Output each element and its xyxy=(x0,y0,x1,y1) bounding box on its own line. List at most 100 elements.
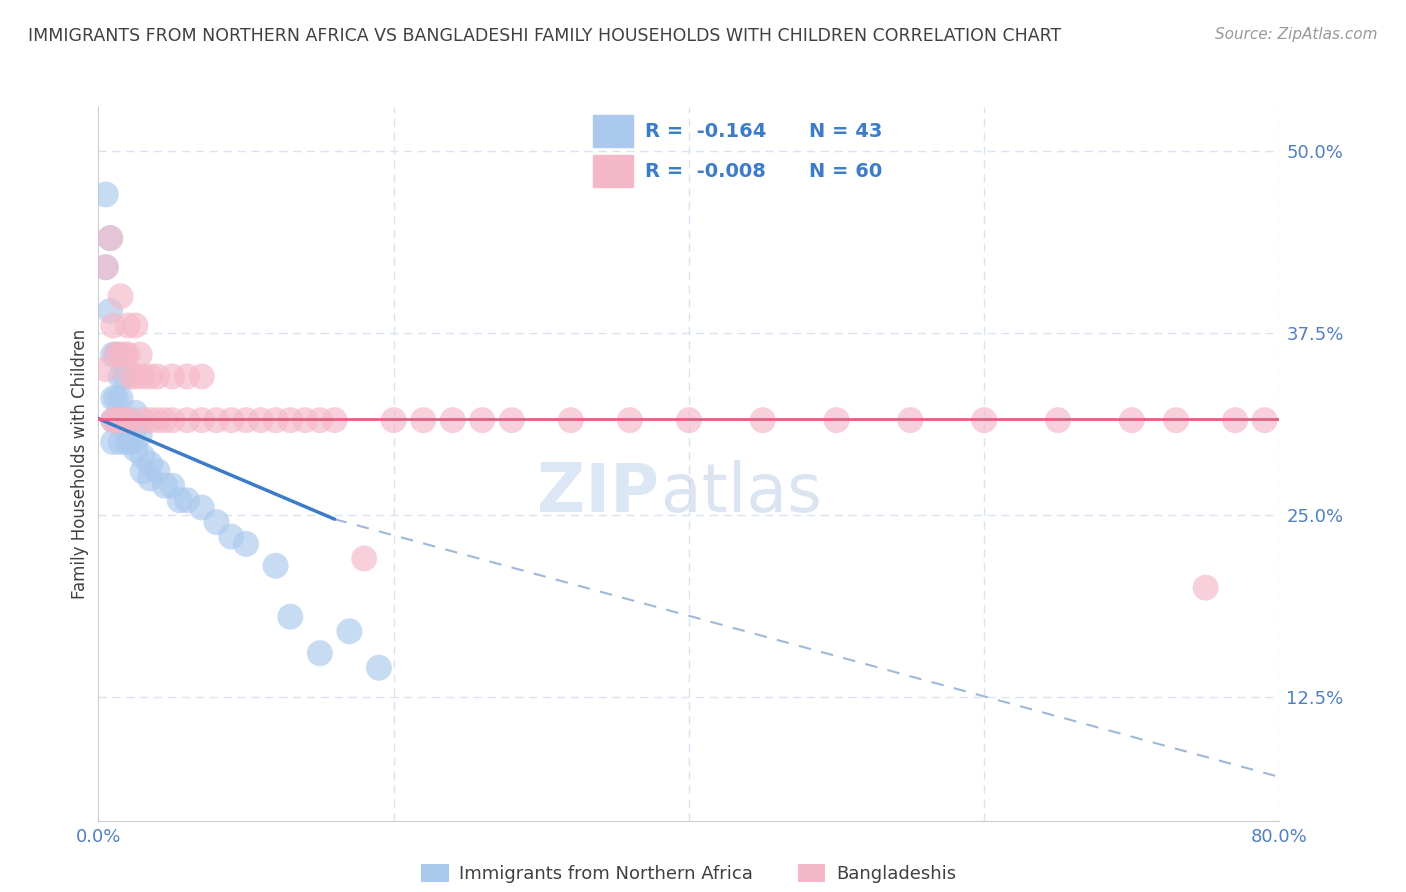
Point xyxy=(264,558,287,573)
Point xyxy=(98,304,121,318)
Point xyxy=(105,348,128,362)
Point xyxy=(120,435,142,450)
Point xyxy=(294,413,316,427)
Legend: Immigrants from Northern Africa, Bangladeshis: Immigrants from Northern Africa, Banglad… xyxy=(415,856,963,890)
Point xyxy=(114,369,136,384)
Text: N = 43: N = 43 xyxy=(810,121,883,141)
Point xyxy=(120,369,142,384)
Point xyxy=(110,289,132,303)
Point xyxy=(471,413,494,427)
Point xyxy=(205,413,228,427)
Point xyxy=(219,413,242,427)
Point xyxy=(114,348,136,362)
Point xyxy=(98,231,121,245)
Point xyxy=(560,413,582,427)
Point xyxy=(117,413,139,427)
Point xyxy=(117,348,139,362)
Point xyxy=(153,478,176,492)
Point xyxy=(382,413,405,427)
Point xyxy=(900,413,922,427)
Point xyxy=(103,413,125,427)
Point xyxy=(191,500,214,515)
Point xyxy=(124,420,146,434)
Point xyxy=(1254,413,1277,427)
Point xyxy=(110,369,132,384)
Point xyxy=(128,348,150,362)
Point xyxy=(219,530,242,544)
Point xyxy=(98,231,121,245)
Point xyxy=(751,413,773,427)
Point xyxy=(235,413,257,427)
Point xyxy=(250,413,273,427)
Point xyxy=(132,450,155,464)
Text: Source: ZipAtlas.com: Source: ZipAtlas.com xyxy=(1215,27,1378,42)
Point xyxy=(619,413,641,427)
Bar xyxy=(593,155,633,187)
Point xyxy=(117,435,139,450)
Point xyxy=(146,369,169,384)
Point xyxy=(176,369,198,384)
Point xyxy=(94,187,117,202)
Point xyxy=(176,493,198,508)
Point xyxy=(114,413,136,427)
Point xyxy=(309,413,332,427)
Text: IMMIGRANTS FROM NORTHERN AFRICA VS BANGLADESHI FAMILY HOUSEHOLDS WITH CHILDREN C: IMMIGRANTS FROM NORTHERN AFRICA VS BANGL… xyxy=(28,27,1062,45)
Point xyxy=(278,413,302,427)
Point xyxy=(139,471,162,485)
Bar xyxy=(593,115,633,147)
Point xyxy=(139,457,162,471)
Point xyxy=(114,413,136,427)
Point xyxy=(94,260,117,275)
Point xyxy=(139,369,162,384)
Point xyxy=(124,318,146,333)
Point xyxy=(117,318,139,333)
Point xyxy=(264,413,287,427)
Point xyxy=(103,318,125,333)
Point xyxy=(105,392,128,406)
Point xyxy=(105,348,128,362)
Point xyxy=(128,427,150,442)
Point xyxy=(162,369,183,384)
Text: ZIP: ZIP xyxy=(537,460,659,526)
Point xyxy=(323,413,346,427)
Point xyxy=(191,369,214,384)
Point xyxy=(124,369,146,384)
Point xyxy=(124,406,146,420)
Point xyxy=(235,537,257,551)
Point xyxy=(117,413,139,427)
Point xyxy=(278,609,302,624)
Point xyxy=(176,413,198,427)
Point xyxy=(162,413,183,427)
Point xyxy=(191,413,214,427)
Point xyxy=(678,413,700,427)
Point xyxy=(146,464,169,478)
Point xyxy=(1164,413,1187,427)
Point xyxy=(132,369,155,384)
Point xyxy=(412,413,434,427)
Point xyxy=(169,493,191,508)
Point xyxy=(132,413,155,427)
Point xyxy=(110,435,132,450)
Point xyxy=(103,413,125,427)
Point xyxy=(110,348,132,362)
Point xyxy=(94,260,117,275)
Text: N = 60: N = 60 xyxy=(810,161,883,181)
Point xyxy=(103,348,125,362)
Point xyxy=(162,478,183,492)
Point xyxy=(353,551,375,566)
Point xyxy=(973,413,995,427)
Point xyxy=(110,413,132,427)
Point xyxy=(94,362,117,376)
Y-axis label: Family Households with Children: Family Households with Children xyxy=(72,329,90,599)
Point xyxy=(103,392,125,406)
Point xyxy=(132,464,155,478)
Point xyxy=(105,413,128,427)
Point xyxy=(368,661,391,675)
Point xyxy=(825,413,848,427)
Point xyxy=(1046,413,1069,427)
Point xyxy=(309,646,332,660)
Point xyxy=(124,442,146,457)
Point xyxy=(103,435,125,450)
Point xyxy=(110,392,132,406)
Point xyxy=(110,413,132,427)
